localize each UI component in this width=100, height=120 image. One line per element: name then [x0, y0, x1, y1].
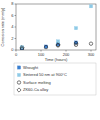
- y-tick-label: 4: [11, 24, 14, 29]
- point: [89, 42, 92, 45]
- point: [20, 46, 24, 50]
- x-tick-label: 0: [15, 52, 18, 57]
- y-tick: [15, 4, 17, 5]
- legend-label: Surface melting: [23, 80, 51, 85]
- x-axis-label: Time (hours): [45, 57, 68, 62]
- y-tick: [15, 38, 17, 39]
- legend-label: ZK60-Ca alloy: [23, 87, 48, 92]
- point: [74, 27, 77, 30]
- plot-marks: [20, 5, 93, 50]
- legend-marker: [17, 81, 20, 84]
- y-tick: [15, 50, 17, 51]
- y-tick-label: 6: [11, 13, 14, 18]
- point: [56, 43, 60, 47]
- legend-box: [14, 63, 96, 95]
- legend-marker: [17, 66, 20, 69]
- point: [56, 44, 59, 47]
- point: [89, 5, 92, 8]
- y-tick-label: 2: [11, 36, 14, 41]
- plot-frame: [16, 4, 96, 50]
- legend-marker: [17, 88, 21, 92]
- y-tick-label: 0: [11, 47, 14, 52]
- legend-label: Wrought: [23, 65, 39, 70]
- y-axis-label: Corrosion rate (mm/y): [0, 7, 5, 47]
- y-tick: [15, 27, 17, 28]
- x-tick-label: 300: [88, 52, 95, 57]
- point: [44, 45, 47, 48]
- point: [44, 45, 47, 48]
- point: [74, 41, 78, 45]
- legend-label: Sintered 50 nm at 900°C: [23, 72, 67, 77]
- legend-marker: [17, 73, 20, 76]
- chart: 010020030002468Time (hours)Corrosion rat…: [0, 0, 100, 120]
- y-tick: [15, 15, 17, 16]
- y-tick-label: 8: [11, 1, 14, 6]
